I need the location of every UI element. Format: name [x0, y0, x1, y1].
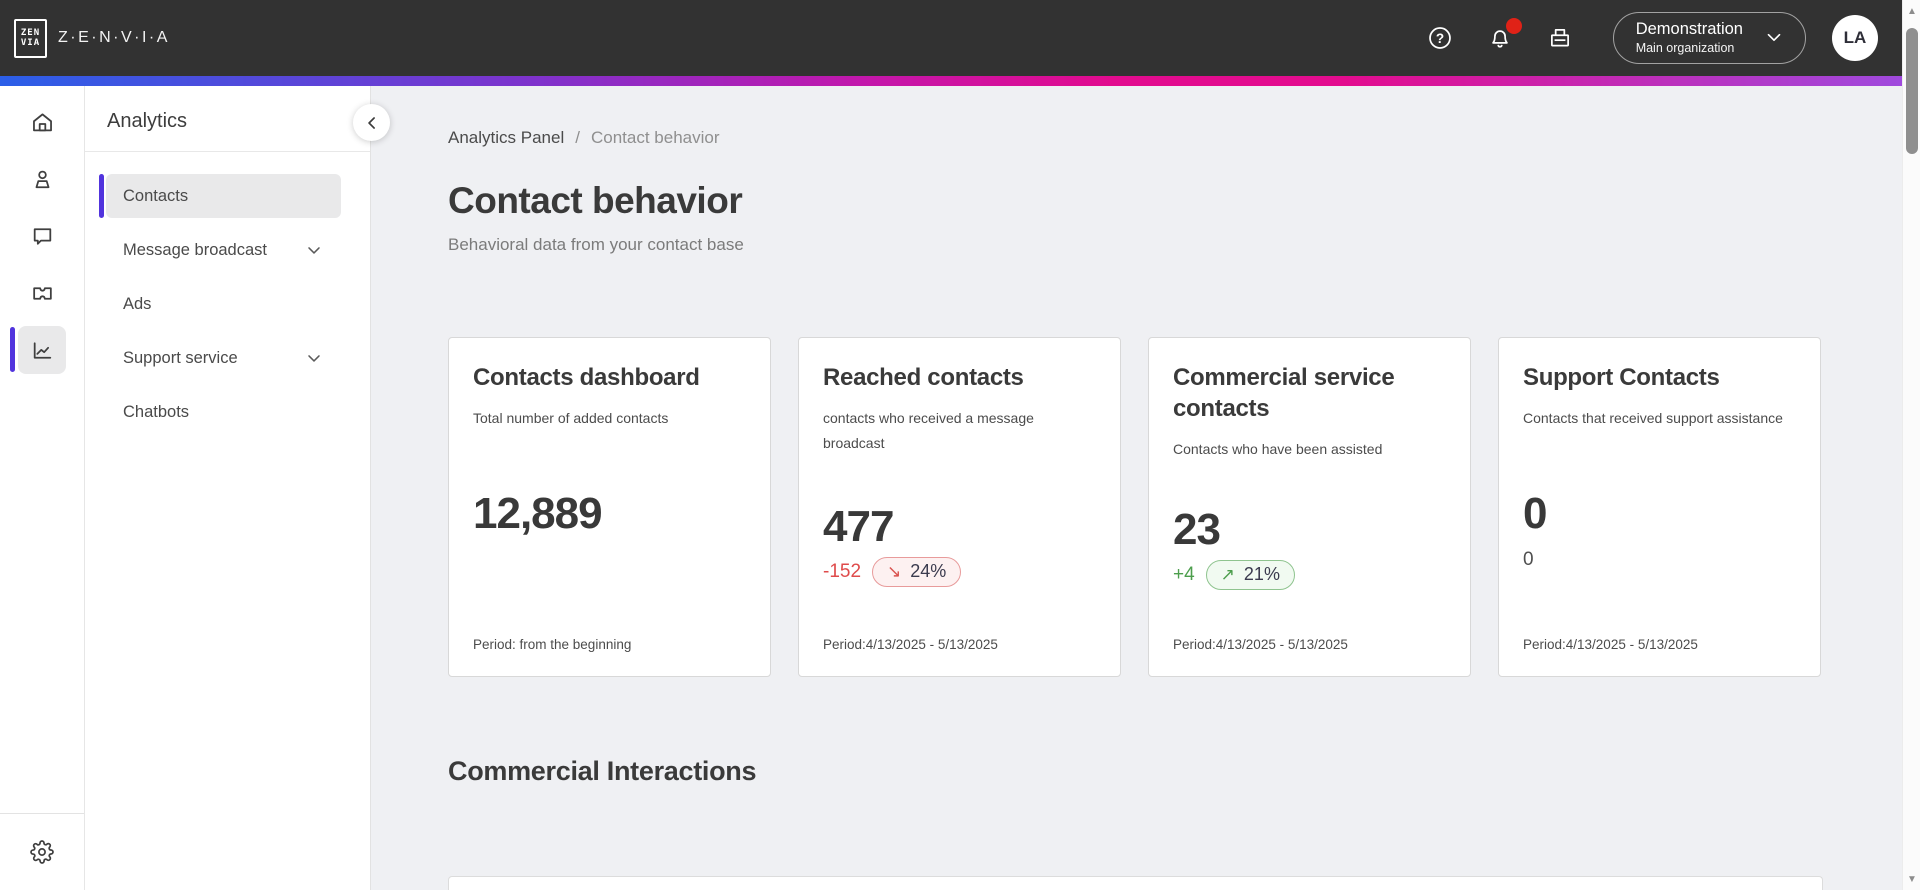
breadcrumb-analytics-panel[interactable]: Analytics Panel	[448, 128, 565, 147]
card-reached-contacts: Reached contacts contacts who received a…	[798, 337, 1121, 677]
sidebar-title: Analytics	[107, 110, 188, 132]
chevron-down-icon	[308, 355, 320, 362]
scrollbar-down-arrow[interactable]: ▼	[1907, 874, 1917, 885]
sidebar-item-label: Ads	[123, 294, 152, 313]
home-icon[interactable]	[18, 98, 66, 146]
brand-name: Z·E·N·V·I·A	[58, 29, 170, 46]
printer-icon[interactable]	[1547, 25, 1573, 51]
sidebar-item-support-service[interactable]: Support service	[106, 336, 341, 380]
analytics-sidebar: Analytics Contacts Message broadcast Ads…	[85, 86, 371, 890]
sidebar-item-label: Contacts	[123, 186, 189, 205]
organization-selector[interactable]: Demonstration Main organization	[1612, 11, 1806, 65]
sidebar-item-label: Support service	[123, 348, 238, 367]
logo-text-top: ZEN	[20, 27, 41, 38]
trend-percentage: 24%	[910, 561, 947, 582]
rail-divider	[0, 813, 84, 814]
trend-badge-down: ↘ 24%	[872, 557, 962, 588]
card-description: Contacts who have been assisted	[1173, 441, 1383, 458]
sidebar-collapse-button[interactable]	[353, 104, 390, 141]
card-period: Period:4/13/2025 - 5/13/2025	[1523, 636, 1698, 652]
card-value: 12,889	[473, 489, 603, 539]
trend-badge-up: ↗ 21%	[1205, 560, 1295, 591]
zenvia-logo[interactable]: ZEN VIA Z·E·N·V·I·A	[14, 18, 170, 58]
ticket-icon[interactable]	[18, 269, 66, 317]
delta-value: +4	[1173, 564, 1195, 586]
card-title: Reached contacts	[823, 364, 1024, 391]
scrollbar-up-arrow[interactable]: ▲	[1907, 6, 1917, 17]
commercial-interactions-card-edge	[448, 876, 1823, 890]
brand-gradient-bar	[0, 76, 1920, 86]
card-value: 477	[823, 502, 894, 552]
card-delta-row: -152 ↘ 24%	[823, 554, 1096, 590]
card-description: Total number of added contacts	[473, 410, 669, 427]
logo-text-bottom: VIA	[20, 38, 41, 48]
chevron-down-icon	[1767, 34, 1781, 42]
trend-up-icon: ↗	[1220, 564, 1235, 584]
sidebar-item-chatbots[interactable]: Chatbots	[106, 390, 341, 434]
notification-badge-dot	[1505, 17, 1522, 34]
sidebar-item-ads[interactable]: Ads	[106, 282, 341, 326]
breadcrumb: Analytics Panel / Contact behavior	[448, 128, 1902, 148]
card-title: Commercial service contacts	[1173, 364, 1395, 423]
card-title: Contacts dashboard	[473, 364, 700, 391]
sidebar-menu: Contacts Message broadcast Ads Support s…	[85, 152, 370, 434]
card-description: Contacts that received support assistanc…	[1523, 410, 1783, 427]
svg-text:?: ?	[1436, 31, 1444, 46]
avatar-initials: LA	[1843, 27, 1867, 47]
scrollbar[interactable]: ▲ ▼	[1902, 0, 1920, 890]
trend-percentage: 21%	[1243, 564, 1280, 585]
card-delta-row: 0	[1523, 542, 1796, 578]
card-value: 23	[1173, 505, 1221, 555]
rail-bottom	[0, 813, 84, 890]
organization-name: Demonstration	[1635, 19, 1743, 38]
notifications-bell-icon[interactable]	[1487, 17, 1522, 51]
organization-subtitle: Main organization	[1635, 41, 1735, 56]
kpi-cards-row: Contacts dashboard Total number of added…	[448, 337, 1902, 677]
card-period: Period:4/13/2025 - 5/13/2025	[1173, 636, 1348, 652]
section-heading-commercial-interactions: Commercial Interactions	[448, 756, 757, 786]
contacts-person-icon[interactable]	[18, 155, 66, 203]
breadcrumb-current: Contact behavior	[590, 128, 720, 147]
settings-gear-icon[interactable]	[0, 814, 84, 890]
card-period: Period:4/13/2025 - 5/13/2025	[823, 636, 998, 652]
card-period: Period: from the beginning	[473, 636, 632, 652]
card-contacts-dashboard: Contacts dashboard Total number of added…	[448, 337, 771, 677]
user-avatar[interactable]: LA	[1832, 14, 1878, 61]
sidebar-item-message-broadcast[interactable]: Message broadcast	[106, 228, 341, 272]
header-actions: ? Demonstration Main organization	[1393, 11, 1878, 65]
organization-labels: Demonstration Main organization	[1636, 20, 1743, 56]
chevron-left-icon	[367, 116, 375, 129]
sidebar-item-contacts[interactable]: Contacts	[99, 174, 341, 218]
sidebar-divider	[85, 151, 370, 152]
chat-icon[interactable]	[18, 212, 66, 260]
page-title: Contact behavior	[448, 180, 743, 221]
breadcrumb-separator: /	[575, 128, 580, 147]
scrollbar-thumb[interactable]	[1906, 28, 1918, 154]
main-content: Analytics Panel / Contact behavior Conta…	[372, 86, 1902, 890]
help-icon[interactable]: ?	[1427, 25, 1453, 51]
trend-down-icon: ↘	[887, 561, 902, 581]
card-description: contacts who received a message broadcas…	[823, 410, 1034, 452]
sidebar-item-label: Message broadcast	[123, 240, 267, 259]
icon-rail	[0, 86, 85, 890]
card-title: Support Contacts	[1523, 364, 1720, 391]
analytics-chart-icon[interactable]	[10, 326, 66, 374]
delta-value: -152	[823, 561, 862, 583]
card-value: 0	[1523, 489, 1547, 539]
zenvia-logo-icon: ZEN VIA	[14, 18, 47, 58]
sidebar-item-label: Chatbots	[123, 402, 190, 421]
page-subtitle: Behavioral data from your contact base	[448, 235, 744, 254]
card-delta-row	[473, 542, 746, 578]
card-commercial-service-contacts: Commercial service contacts Contacts who…	[1148, 337, 1471, 677]
top-header: ZEN VIA Z·E·N·V·I·A ?	[0, 0, 1920, 76]
card-support-contacts: Support Contacts Contacts that received …	[1498, 337, 1821, 677]
chevron-down-icon	[308, 247, 320, 254]
delta-value: 0	[1523, 548, 1534, 570]
card-delta-row: +4 ↗ 21%	[1173, 557, 1446, 593]
